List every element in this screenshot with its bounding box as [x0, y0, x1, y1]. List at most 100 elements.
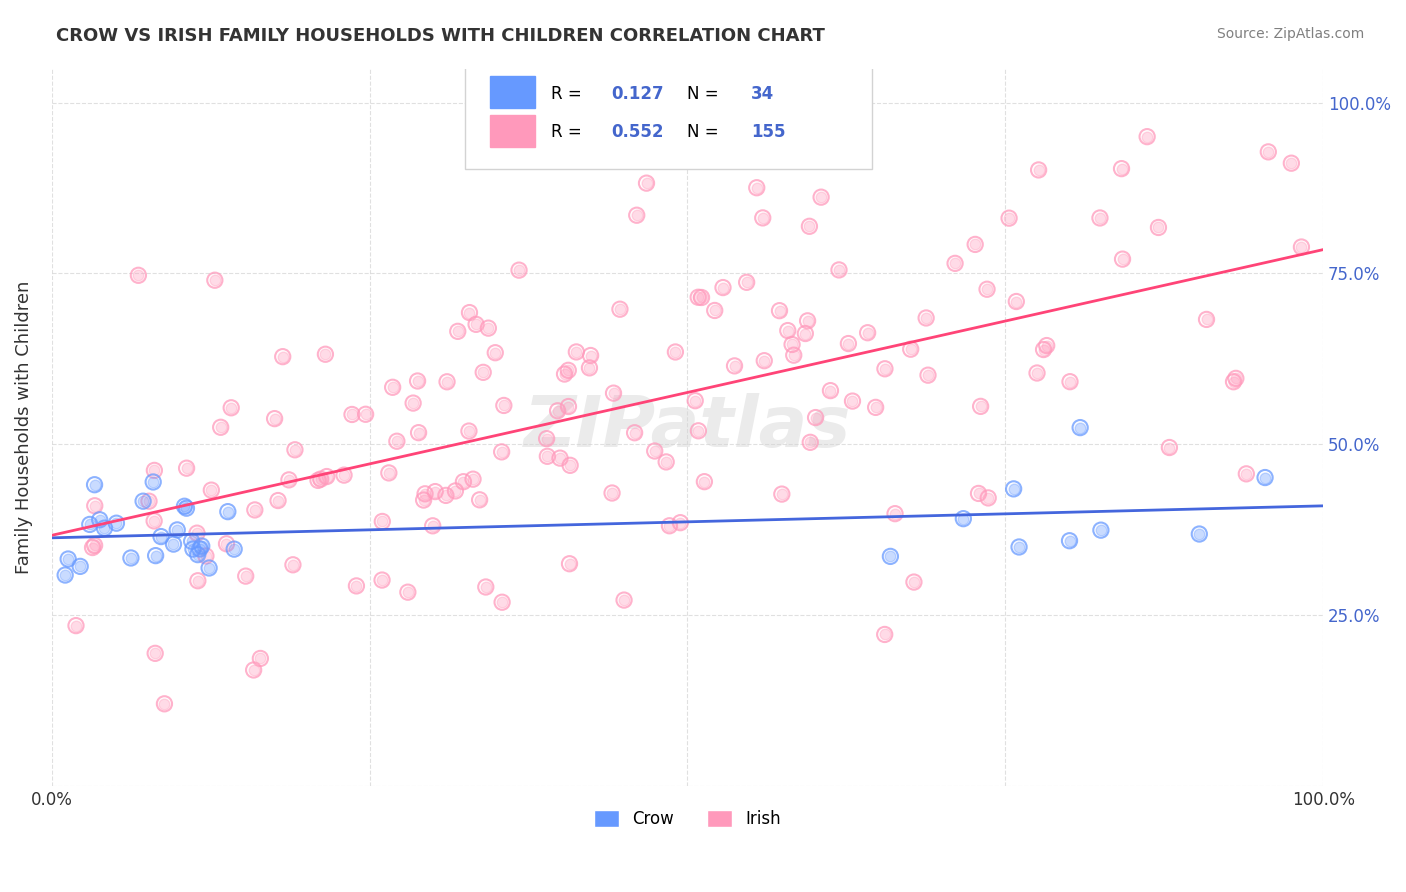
Irish: [1234, 467, 1257, 481]
Crow: [1002, 482, 1025, 496]
Irish: [1059, 375, 1081, 389]
Point: [557, 363, 579, 377]
Point: [600, 486, 623, 500]
Irish: [82, 541, 104, 555]
Irish: [780, 337, 803, 351]
Irish: [314, 347, 336, 361]
Irish: [688, 290, 710, 304]
Irish: [176, 461, 198, 475]
Point: [1159, 441, 1181, 455]
Irish: [396, 585, 419, 599]
Crow: [1059, 533, 1081, 548]
Point: [475, 580, 498, 594]
Point: [1035, 338, 1057, 352]
Irish: [1159, 441, 1181, 455]
Point: [314, 347, 336, 361]
Irish: [693, 475, 716, 489]
Irish: [690, 291, 713, 305]
Point: [79, 517, 101, 532]
Irish: [554, 367, 576, 381]
Irish: [378, 466, 401, 480]
Point: [768, 303, 790, 318]
Point: [346, 579, 368, 593]
Irish: [783, 348, 806, 362]
Irish: [413, 487, 436, 501]
Crow: [176, 501, 198, 516]
Point: [565, 345, 588, 359]
Point: [281, 558, 304, 572]
Point: [458, 424, 481, 438]
Irish: [967, 486, 990, 500]
Point: [683, 393, 706, 408]
Irish: [484, 345, 506, 359]
Point: [194, 549, 217, 563]
Crow: [162, 537, 184, 551]
Point: [828, 263, 851, 277]
Irish: [636, 176, 658, 190]
Text: N =: N =: [688, 122, 718, 141]
Point: [776, 324, 799, 338]
Irish: [865, 401, 887, 415]
Point: [132, 494, 155, 508]
Point: [810, 190, 832, 204]
Crow: [217, 505, 239, 519]
Crow: [145, 549, 167, 563]
Point: [841, 394, 863, 409]
Point: [1059, 533, 1081, 548]
Irish: [557, 400, 579, 414]
Point: [176, 501, 198, 516]
Crow: [150, 530, 173, 544]
Irish: [751, 211, 773, 225]
Point: [711, 280, 734, 294]
Point: [385, 434, 408, 449]
Point: [879, 549, 901, 564]
Point: [655, 455, 678, 469]
Irish: [820, 384, 842, 398]
Point: [1279, 156, 1302, 170]
Irish: [1111, 161, 1133, 176]
Point: [536, 450, 558, 464]
Irish: [209, 420, 232, 434]
Point: [53, 568, 76, 582]
Irish: [186, 526, 208, 541]
Irish: [669, 516, 692, 530]
Point: [461, 472, 484, 486]
Point: [143, 514, 166, 528]
Crow: [181, 542, 204, 557]
Point: [578, 360, 600, 375]
Irish: [215, 537, 238, 551]
Irish: [1195, 312, 1218, 326]
Irish: [1005, 294, 1028, 309]
Point: [770, 487, 793, 501]
Crow: [952, 511, 974, 525]
Point: [579, 349, 602, 363]
Crow: [56, 552, 79, 566]
Point: [187, 574, 209, 588]
Point: [1059, 375, 1081, 389]
Irish: [655, 455, 678, 469]
Point: [173, 500, 195, 514]
Irish: [579, 349, 602, 363]
Point: [186, 526, 208, 541]
Point: [217, 505, 239, 519]
Point: [1090, 523, 1112, 537]
Crow: [93, 521, 115, 535]
Irish: [547, 404, 569, 418]
Irish: [263, 411, 285, 425]
Legend: Crow, Irish: Crow, Irish: [588, 804, 787, 835]
Irish: [284, 442, 307, 457]
Crow: [79, 517, 101, 532]
Irish: [560, 458, 582, 473]
Irish: [745, 180, 768, 194]
Point: [243, 503, 266, 517]
Point: [884, 507, 907, 521]
Irish: [943, 256, 966, 270]
Crow: [190, 539, 212, 553]
Irish: [664, 345, 686, 359]
Crow: [142, 475, 165, 489]
Irish: [340, 408, 363, 422]
Point: [873, 627, 896, 641]
Point: [472, 365, 495, 379]
Point: [1028, 163, 1050, 178]
Irish: [219, 401, 242, 415]
